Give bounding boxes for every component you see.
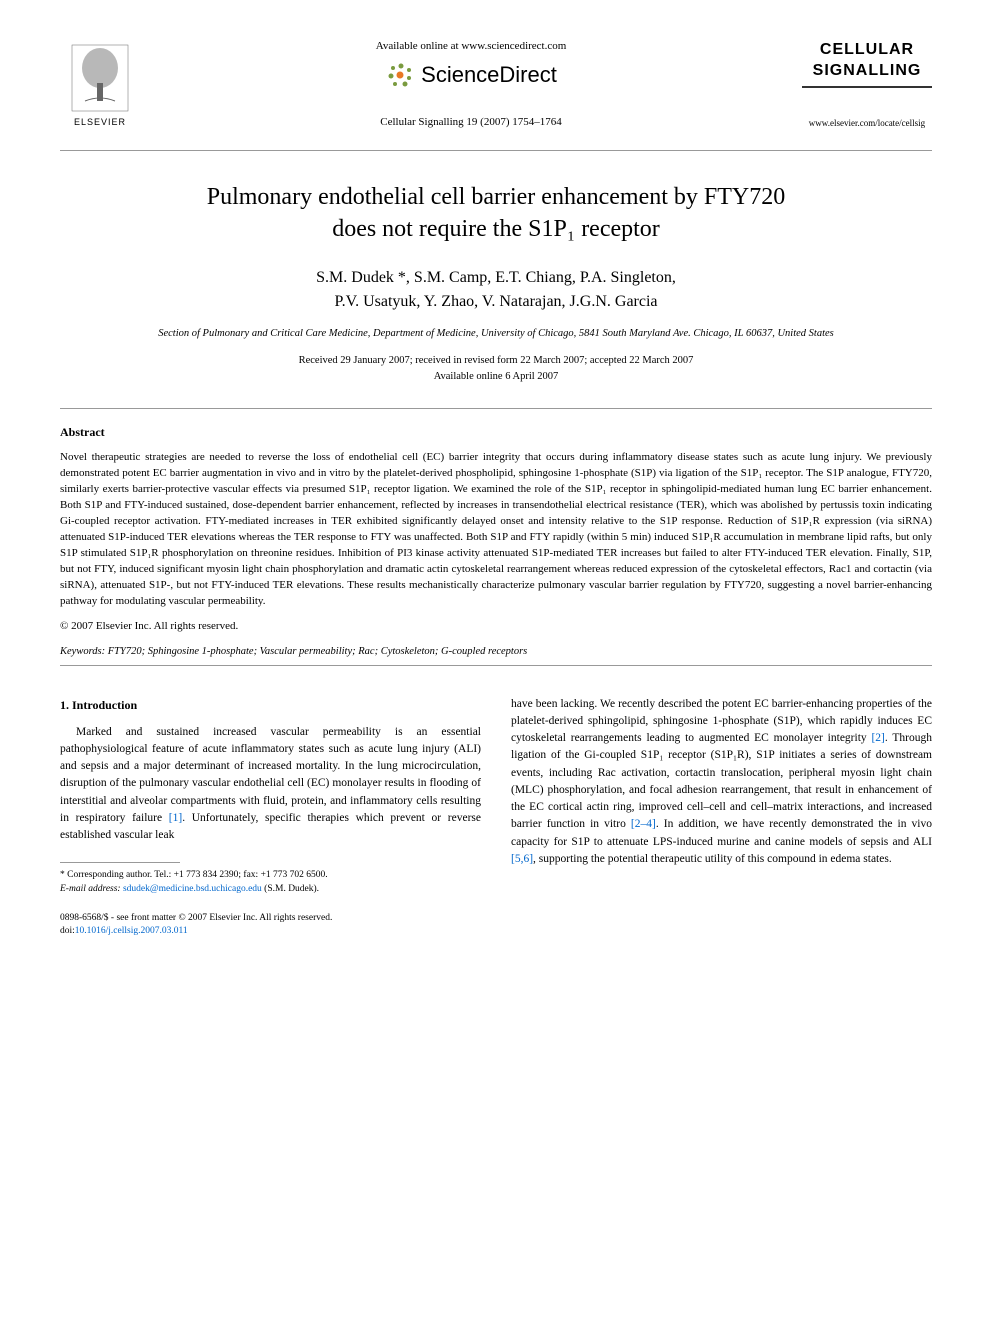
abstract-bottom-divider xyxy=(60,665,932,666)
authors: S.M. Dudek *, S.M. Camp, E.T. Chiang, P.… xyxy=(60,266,932,314)
authors-line2: P.V. Usatyuk, Y. Zhao, V. Natarajan, J.G… xyxy=(334,293,657,310)
title-line2: does not require the S1P₁ receptor xyxy=(332,216,660,242)
dates-line2: Available online 6 April 2007 xyxy=(434,371,559,382)
affiliation: Section of Pulmonary and Critical Care M… xyxy=(60,328,932,339)
column-right: have been lacking. We recently described… xyxy=(511,696,932,939)
header-divider xyxy=(60,150,932,151)
sciencedirect-logo: ScienceDirect xyxy=(385,60,557,90)
journal-cover-box: CELLULAR SIGNALLING www.elsevier.com/loc… xyxy=(802,40,932,128)
col1-text-part1: Marked and sustained increased vascular … xyxy=(60,726,481,824)
corresponding-line: * Corresponding author. Tel.: +1 773 834… xyxy=(60,869,481,882)
intro-paragraph-left: Marked and sustained increased vascular … xyxy=(60,724,481,845)
keywords-line: Keywords: FTY720; Sphingosine 1-phosphat… xyxy=(60,646,932,657)
email-label: E-mail address: xyxy=(60,884,121,894)
email-line: E-mail address: sdudek@medicine.bsd.uchi… xyxy=(60,883,481,896)
article-title: Pulmonary endothelial cell barrier enhan… xyxy=(60,181,932,246)
col2-text-part1: have been lacking. We recently described… xyxy=(511,698,932,745)
journal-cover-line2: SIGNALLING xyxy=(802,61,932,82)
journal-cover-title: CELLULAR SIGNALLING xyxy=(802,40,932,88)
article-dates: Received 29 January 2007; received in re… xyxy=(60,353,932,385)
sciencedirect-text: ScienceDirect xyxy=(421,62,557,88)
journal-header: ELSEVIER Available online at www.science… xyxy=(60,40,932,130)
abstract-text: Novel therapeutic strategies are needed … xyxy=(60,450,932,609)
title-line1: Pulmonary endothelial cell barrier enhan… xyxy=(207,184,785,210)
sciencedirect-icon xyxy=(385,60,415,90)
ref-link-1[interactable]: [1] xyxy=(169,812,182,824)
corresponding-author-footnote: * Corresponding author. Tel.: +1 773 834… xyxy=(60,869,481,896)
keywords-label: Keywords: xyxy=(60,646,105,657)
body-columns: 1. Introduction Marked and sustained inc… xyxy=(60,696,932,939)
abstract-top-divider xyxy=(60,408,932,409)
abstract-heading: Abstract xyxy=(60,425,932,440)
journal-cover-line1: CELLULAR xyxy=(802,40,932,61)
footnote-divider xyxy=(60,862,180,863)
keywords-list: FTY720; Sphingosine 1-phosphate; Vascula… xyxy=(108,646,528,657)
section-1-heading: 1. Introduction xyxy=(60,696,481,714)
intro-paragraph-right: have been lacking. We recently described… xyxy=(511,696,932,869)
email-link[interactable]: sdudek@medicine.bsd.uchicago.edu xyxy=(123,884,262,894)
col2-text-part4: , supporting the potential therapeutic u… xyxy=(533,853,892,865)
elsevier-tree-icon xyxy=(70,43,130,113)
bottom-meta: 0898-6568/$ - see front matter © 2007 El… xyxy=(60,912,481,939)
journal-url: www.elsevier.com/locate/cellsig xyxy=(802,118,932,128)
doi-label: doi: xyxy=(60,926,75,936)
elsevier-label: ELSEVIER xyxy=(74,117,126,127)
ref-link-2-4[interactable]: [2–4] xyxy=(631,818,656,830)
doi-link[interactable]: 10.1016/j.cellsig.2007.03.011 xyxy=(75,926,188,936)
email-suffix: (S.M. Dudek). xyxy=(264,884,319,894)
col2-text-part2: . Through ligation of the Gi-coupled S1P… xyxy=(511,732,932,830)
ref-link-2[interactable]: [2] xyxy=(871,732,884,744)
column-left: 1. Introduction Marked and sustained inc… xyxy=(60,696,481,939)
available-online-text: Available online at www.sciencedirect.co… xyxy=(160,40,782,52)
header-center: Available online at www.sciencedirect.co… xyxy=(140,40,802,128)
issn-line: 0898-6568/$ - see front matter © 2007 El… xyxy=(60,912,481,925)
authors-line1: S.M. Dudek *, S.M. Camp, E.T. Chiang, P.… xyxy=(316,269,676,286)
elsevier-logo: ELSEVIER xyxy=(60,40,140,130)
abstract-copyright: © 2007 Elsevier Inc. All rights reserved… xyxy=(60,620,932,632)
ref-link-5-6[interactable]: [5,6] xyxy=(511,853,533,865)
journal-citation: Cellular Signalling 19 (2007) 1754–1764 xyxy=(160,116,782,128)
doi-line: doi:10.1016/j.cellsig.2007.03.011 xyxy=(60,925,481,938)
dates-line1: Received 29 January 2007; received in re… xyxy=(299,355,694,366)
